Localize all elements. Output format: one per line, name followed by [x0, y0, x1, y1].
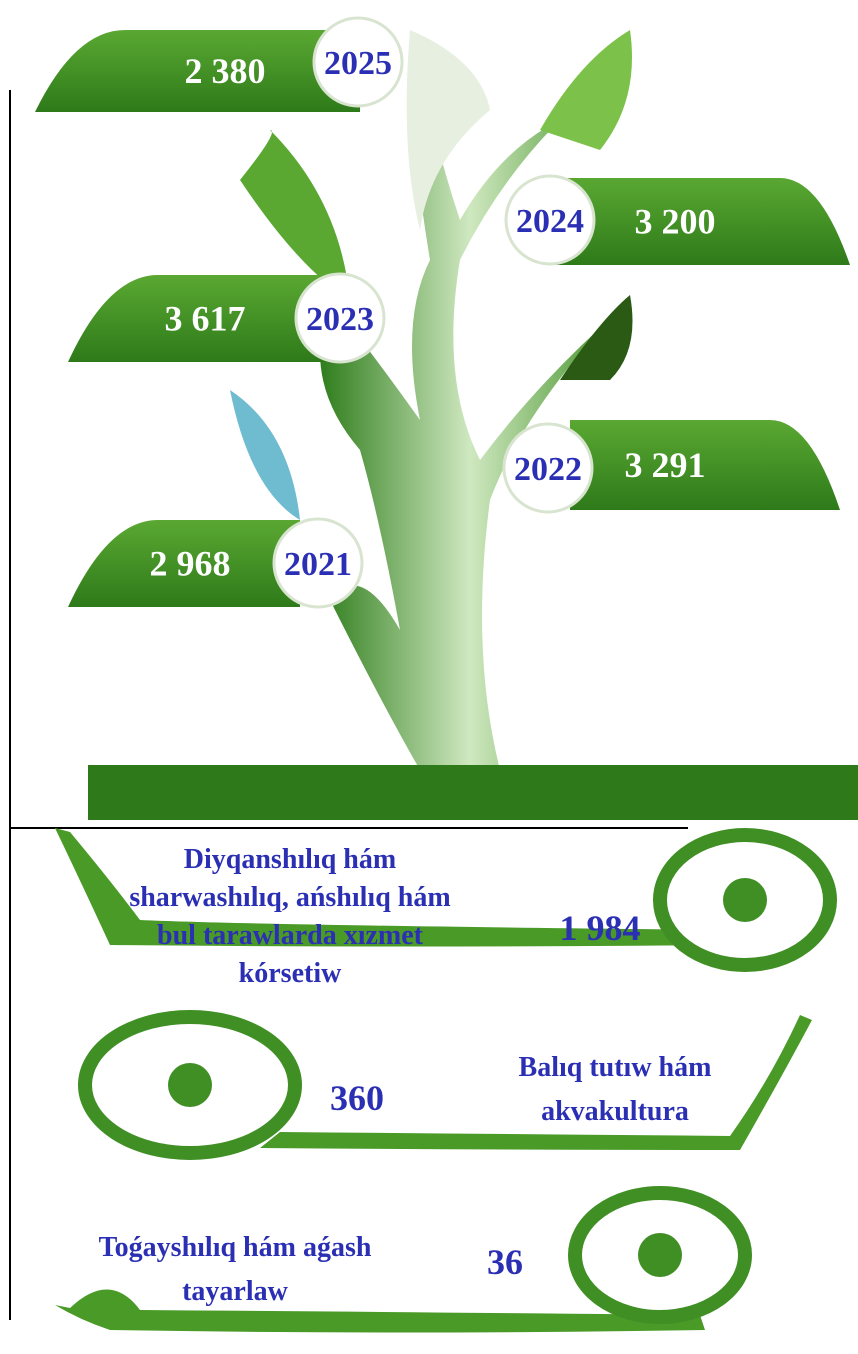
- year-value: 3 617: [165, 299, 246, 339]
- year-value: 3 291: [625, 445, 706, 485]
- year-circle: [502, 422, 594, 514]
- sector-label: kórsetiw: [239, 958, 342, 989]
- year-circle: [272, 517, 364, 609]
- year-circle: [312, 16, 404, 108]
- year-banner: [570, 420, 840, 510]
- year-value: 3 200: [635, 202, 716, 242]
- year-label: 2025: [324, 45, 392, 82]
- sector-icon: [168, 1063, 212, 1107]
- year-value: 2 968: [150, 544, 231, 584]
- sector-value: 36: [487, 1242, 523, 1282]
- sector-icon: [638, 1233, 682, 1277]
- year-banner: [68, 275, 330, 362]
- tree: [88, 30, 858, 820]
- sector-label: bul tarawlarda xızmet: [157, 920, 424, 951]
- year-value: 2 380: [185, 51, 266, 91]
- year-label: 2022: [514, 451, 582, 488]
- year-banner: [68, 520, 300, 607]
- year-circle: [504, 174, 596, 266]
- sector-label: Toǵayshılıq hám aǵash: [99, 1232, 372, 1263]
- sector-label: Balıq tutıw hám: [519, 1052, 712, 1083]
- sector-label: akvakultura: [541, 1096, 689, 1127]
- sector-ribbons: [55, 828, 812, 1333]
- sector-value: 360: [330, 1078, 384, 1118]
- year-label: 2021: [284, 546, 352, 583]
- sector-icon: [723, 878, 767, 922]
- year-circle: [294, 272, 386, 364]
- year-banner: [555, 178, 850, 265]
- year-label: 2023: [306, 301, 374, 338]
- sector-label: sharwashılıq, ańshılıq hám: [129, 882, 450, 913]
- sector-value: 1 984: [560, 908, 641, 948]
- sector-label: Diyqanshılıq hám: [184, 844, 396, 875]
- year-banner: [35, 30, 360, 112]
- sector-label: tayarlaw: [182, 1276, 289, 1307]
- year-label: 2024: [516, 203, 584, 240]
